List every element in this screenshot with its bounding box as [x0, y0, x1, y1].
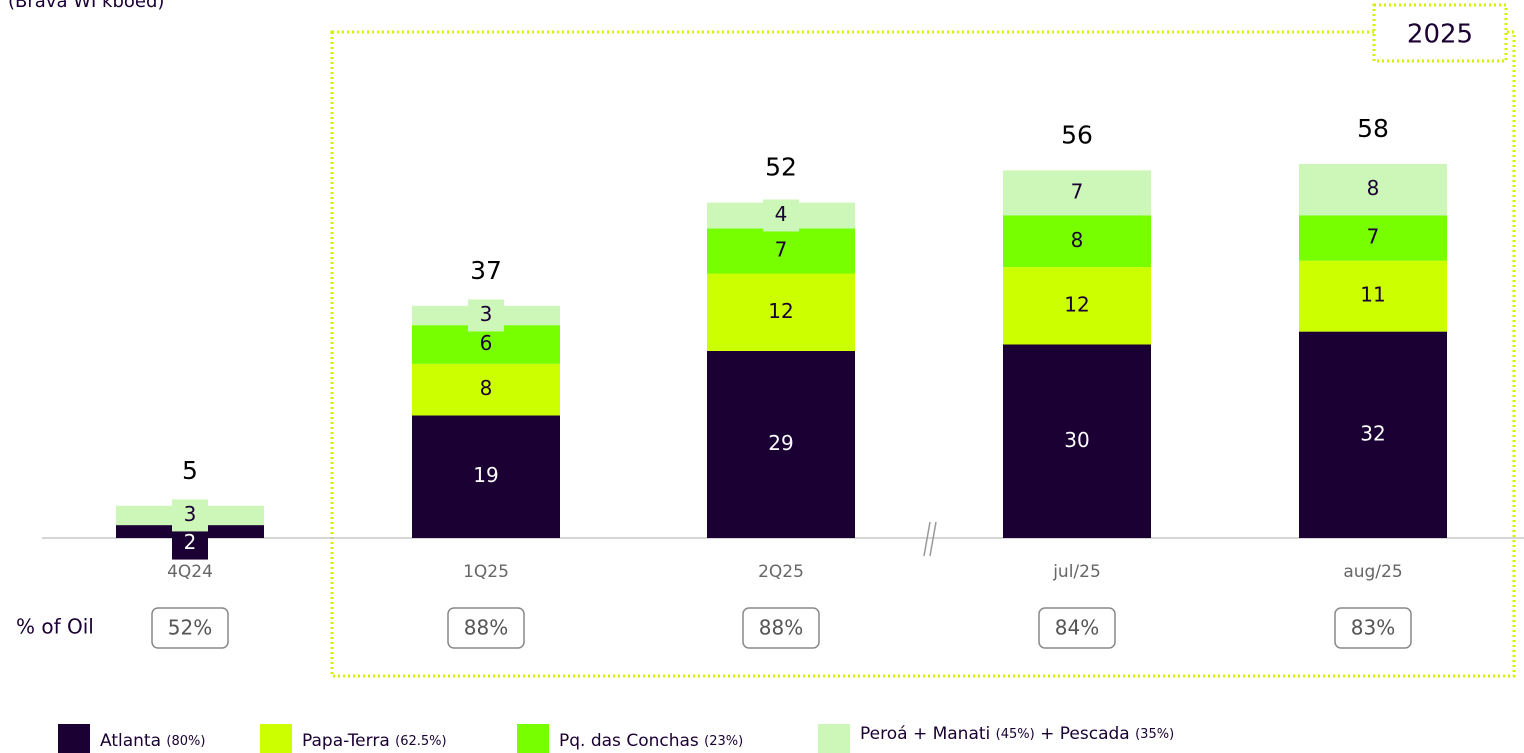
segment-label: 3: [184, 502, 197, 526]
segment-label: 30: [1064, 428, 1089, 452]
oil-share-box: [151, 607, 229, 649]
bar-segment: [1003, 215, 1151, 268]
x-tick-label: 1Q25: [463, 562, 509, 582]
bar-segment: [1299, 331, 1447, 538]
bar-segment: [707, 350, 855, 538]
total-label: 5: [182, 456, 198, 485]
bar-segment: [1003, 344, 1151, 538]
legend-swatch: [260, 724, 292, 753]
axis-break: [923, 521, 937, 557]
segment-label-bg: [172, 499, 208, 532]
legend-label-part: (45%): [996, 727, 1035, 742]
segment-label: 12: [1064, 292, 1089, 316]
legend-label-part: Pq. das Conchas: [559, 731, 704, 751]
segment-label: 8: [480, 376, 493, 400]
legend-label-part: (80%): [166, 734, 205, 749]
legend-label: Papa-Terra (62.5%): [302, 731, 447, 751]
bar-segment: [1299, 260, 1447, 332]
segment-label: 7: [1071, 179, 1084, 203]
legend-label-part: Atlanta: [100, 731, 166, 751]
segment-label-bg: [763, 199, 799, 232]
bar-segment: [707, 228, 855, 274]
legend-swatch: [58, 724, 90, 753]
total-label: 56: [1061, 120, 1093, 149]
legend-label-part: Peroá + Manati: [860, 724, 996, 744]
segment-label: 12: [768, 299, 793, 323]
segment-label: 4: [775, 202, 788, 226]
period-box: [1372, 3, 1508, 63]
segment-label: 7: [775, 237, 788, 261]
x-tick-label: 4Q24: [167, 562, 213, 582]
bar-segment: [1003, 267, 1151, 345]
bar-segment: [412, 325, 560, 364]
oil-share-title: % of Oil: [16, 615, 94, 639]
oil-share-label: 88%: [464, 616, 508, 640]
total-label: 58: [1357, 114, 1389, 143]
total-label: 52: [765, 153, 797, 182]
oil-share-box: [1334, 607, 1412, 649]
segment-label: 3: [480, 302, 493, 326]
period-label: 2025: [1407, 20, 1473, 50]
chart-subtitle: (Brava WI kboed): [8, 0, 164, 12]
segment-label-bg: [468, 299, 504, 332]
oil-share-label: 84%: [1055, 616, 1099, 640]
legend-label-part: (23%): [704, 734, 743, 749]
bar-segment: [707, 273, 855, 351]
legend-label-part: Papa-Terra: [302, 731, 395, 751]
legend-swatch: [818, 724, 850, 753]
oil-share-label: 83%: [1351, 616, 1395, 640]
segment-label: 32: [1360, 421, 1385, 445]
oil-share-label: 88%: [759, 616, 803, 640]
bar-segment: [1299, 163, 1447, 216]
oil-share-box: [742, 607, 820, 649]
x-tick-label: 2Q25: [758, 562, 804, 582]
period-frame: [330, 30, 1516, 678]
x-tick-label: jul/25: [1052, 562, 1101, 582]
total-label: 37: [470, 256, 502, 285]
legend-label-part: (35%): [1135, 727, 1174, 742]
segment-label: 6: [480, 331, 493, 355]
segment-label: 19: [473, 463, 498, 487]
legend-label-part: + Pescada: [1035, 724, 1135, 744]
bar-segment: [1003, 170, 1151, 216]
segment-label: 29: [768, 431, 793, 455]
bar-segment: [1299, 215, 1447, 261]
segment-label: 8: [1367, 176, 1380, 200]
oil-share-box: [447, 607, 525, 649]
oil-share-box: [1038, 607, 1116, 649]
segment-label: 7: [1367, 225, 1380, 249]
bar-segment: [412, 415, 560, 538]
bar-segment: [412, 363, 560, 416]
segment-label: 2: [184, 530, 197, 554]
legend-swatch: [517, 724, 549, 753]
segment-label: 11: [1360, 283, 1385, 307]
legend-label: Atlanta (80%): [100, 731, 205, 751]
legend-label: Peroá + Manati (45%) + Pescada (35%): [860, 724, 1174, 744]
segment-label: 8: [1071, 228, 1084, 252]
legend-label: Pq. das Conchas (23%): [559, 731, 743, 751]
oil-share-label: 52%: [168, 616, 212, 640]
legend-label-part: (62.5%): [395, 734, 446, 749]
segment-label-bg: [172, 527, 208, 560]
x-tick-label: aug/25: [1343, 562, 1402, 582]
